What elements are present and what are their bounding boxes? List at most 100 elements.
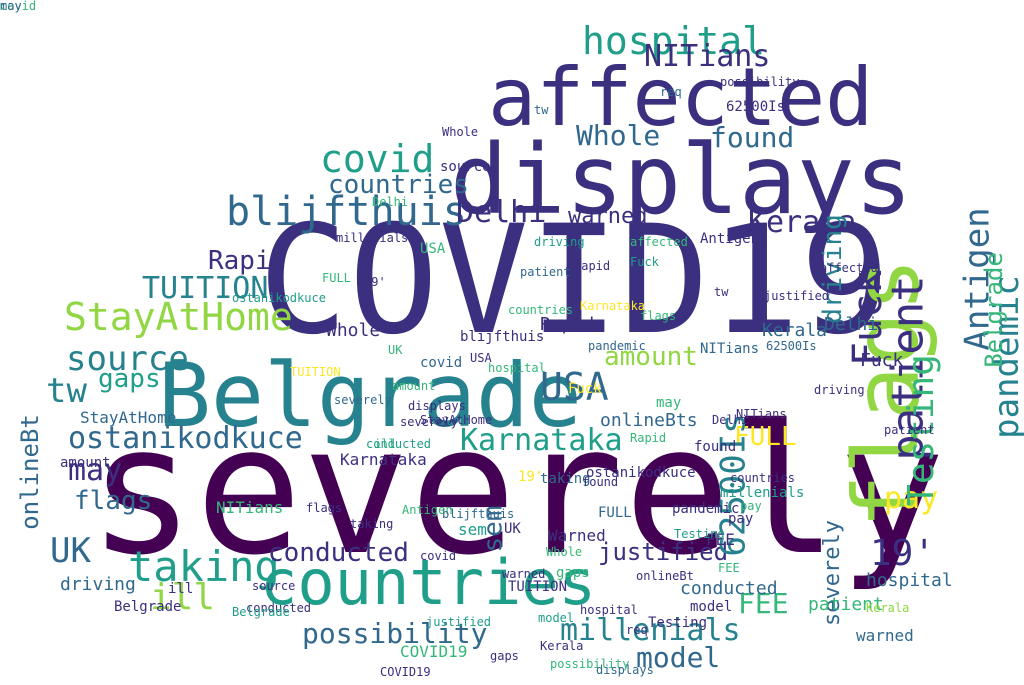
- cloud-word: warned: [568, 204, 648, 229]
- cloud-word: UK: [50, 531, 91, 571]
- cloud-word: ostanikodkuce: [232, 291, 326, 305]
- cloud-word: req: [626, 623, 648, 637]
- cloud-word: NITians: [736, 407, 787, 421]
- cloud-word: warned: [502, 567, 546, 581]
- cloud-word: patient: [808, 594, 884, 615]
- cloud-word: driving: [814, 383, 865, 397]
- cloud-word: Delhi: [456, 195, 547, 230]
- cloud-word: amount: [60, 455, 111, 471]
- cloud-word: Testing: [648, 615, 708, 631]
- cloud-word: FEE: [738, 587, 789, 620]
- cloud-word: Delhi: [712, 413, 749, 427]
- cloud-word: patient: [520, 265, 571, 279]
- cloud-word: hospital: [866, 570, 953, 591]
- cloud-word: pandemic: [672, 501, 740, 517]
- cloud-word: Fuck: [630, 255, 659, 269]
- cloud-word: req: [660, 85, 682, 99]
- cloud-word: Belgrade: [158, 344, 582, 447]
- cloud-word: taking: [350, 517, 394, 531]
- cloud-word: 19': [870, 533, 936, 574]
- cloud-word: displays: [408, 399, 466, 413]
- cloud-word: NITians: [700, 341, 760, 357]
- cloud-word: gaps: [556, 565, 590, 581]
- cloud-word: countries: [260, 546, 596, 619]
- cloud-word: Belgrade: [232, 605, 290, 619]
- cloud-word: amount: [604, 342, 698, 372]
- cloud-word: possibility: [720, 75, 800, 89]
- cloud-word: NITians: [644, 39, 771, 74]
- cloud-word: affected: [820, 261, 878, 275]
- cloud-word: hospital: [582, 19, 766, 63]
- cloud-word: justified: [598, 538, 729, 566]
- cloud-word: covid: [420, 549, 457, 563]
- cloud-word: hospital: [580, 603, 638, 617]
- cloud-word: Fuck: [568, 381, 602, 397]
- cloud-word: conducted: [366, 437, 432, 451]
- cloud-word: pay: [740, 499, 762, 513]
- cloud-word: USA: [420, 241, 446, 257]
- cloud-word: Whole: [546, 545, 583, 559]
- cloud-word: taking: [128, 542, 280, 591]
- cloud-word: gaps: [98, 364, 161, 394]
- cloud-word: Rapid: [208, 246, 287, 276]
- cloud-word: severely: [400, 415, 458, 429]
- cloud-word: onlineBts: [600, 410, 698, 431]
- cloud-word: TUITION: [290, 365, 341, 379]
- cloud-word: COVID19: [380, 665, 431, 679]
- cloud-word: may: [656, 395, 682, 411]
- cloud-word: Antigen: [402, 503, 453, 517]
- cloud-word: USA: [540, 365, 609, 409]
- cloud-word: Kerala: [866, 601, 910, 615]
- cloud-word: sem: [458, 520, 487, 539]
- cloud-word: Rapid: [574, 259, 611, 273]
- cloud-word: NITians: [216, 498, 284, 517]
- cloud-word: conducted: [246, 601, 312, 615]
- cloud-word: countries: [730, 471, 796, 485]
- cloud-word: Kerala: [540, 639, 584, 653]
- cloud-word: Rapid: [540, 314, 595, 335]
- cloud-word: FULL: [734, 422, 797, 452]
- cloud-word: Rapid: [630, 431, 667, 445]
- cloud-word: millenials: [336, 231, 409, 245]
- cloud-word: Karnataka: [460, 423, 623, 458]
- cloud-word: onlineBt: [636, 569, 694, 583]
- cloud-word: Kerala: [748, 205, 857, 240]
- cloud-word: Whole: [326, 320, 381, 341]
- cloud-word: sem: [380, 319, 402, 333]
- cloud-word: 62500Is: [766, 339, 817, 353]
- cloud-word: StayAtHome: [80, 408, 177, 427]
- cloud-word: blijfthuis: [226, 189, 467, 235]
- cloud-word: Karnataka: [340, 450, 427, 469]
- cloud-word: tw: [534, 103, 549, 117]
- cloud-word: ill: [168, 581, 194, 597]
- cloud-word: hospital: [488, 361, 546, 375]
- cloud-word: flags: [74, 486, 153, 516]
- cloud-word: tw: [714, 285, 729, 299]
- cloud-word: Delhi: [372, 195, 409, 209]
- cloud-word: model: [690, 599, 733, 615]
- cloud-word: may: [0, 0, 22, 13]
- cloud-word: ostanikodkuce: [68, 421, 303, 456]
- cloud-word: found: [694, 439, 737, 455]
- cloud-word: ostanikodkuce: [586, 465, 696, 481]
- cloud-word: tw: [46, 371, 87, 411]
- cloud-word: 62500Is: [726, 99, 786, 115]
- cloud-word: driving: [534, 235, 585, 249]
- cloud-word: ill: [374, 437, 396, 451]
- cloud-word: source: [66, 339, 189, 379]
- cloud-word: countries: [328, 170, 469, 200]
- cloud-word: covid: [420, 355, 463, 371]
- cloud-word: Belgrade: [979, 252, 1008, 368]
- cloud-word: severely: [334, 393, 392, 407]
- cloud-word: patient: [884, 423, 935, 437]
- cloud-word: warned: [856, 626, 914, 645]
- cloud-word: COVID19: [258, 194, 891, 368]
- cloud-word: taking: [540, 471, 591, 487]
- cloud-word: possibility: [302, 617, 488, 650]
- cloud-word: TUITION: [142, 271, 269, 306]
- cloud-word: conducted: [268, 538, 409, 568]
- cloud-word: pay: [728, 511, 754, 527]
- cloud-word: blijfthuis: [460, 329, 545, 345]
- cloud-word: FEE: [718, 561, 740, 575]
- cloud-word: 19': [364, 275, 386, 289]
